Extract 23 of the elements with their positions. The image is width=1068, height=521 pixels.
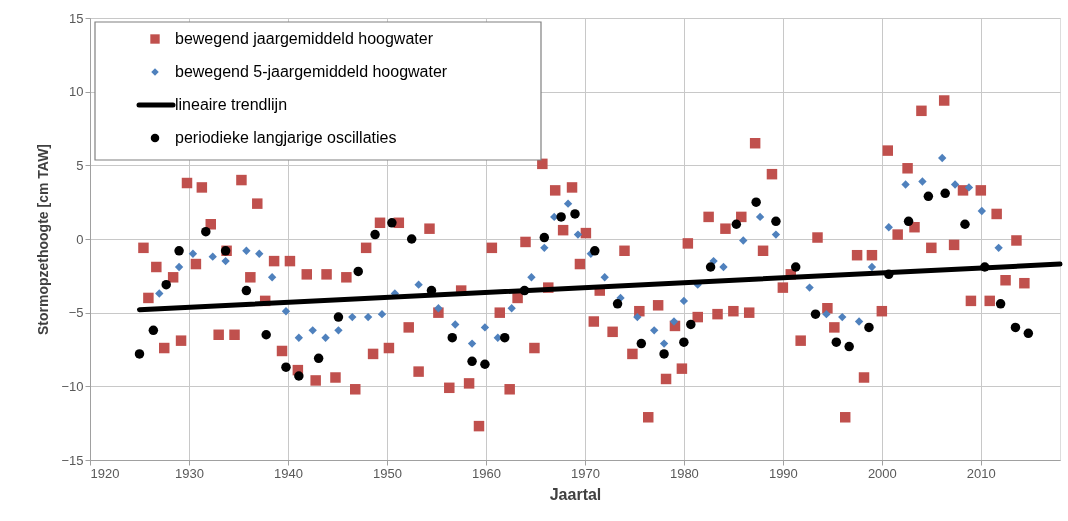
legend-label: lineaire trendlijn bbox=[175, 96, 288, 113]
y-tick-label: 5 bbox=[76, 157, 84, 173]
x-tick-label: 1970 bbox=[570, 465, 600, 481]
legend-label: periodieke langjarige oscillaties bbox=[175, 129, 397, 146]
x-axis-title: Jaartal bbox=[549, 485, 602, 503]
x-tick-label: 1980 bbox=[669, 465, 699, 481]
x-tick-label: 1940 bbox=[274, 465, 303, 481]
x-tick-label: 2010 bbox=[966, 465, 996, 481]
y-tick-label: −15 bbox=[61, 452, 84, 468]
x-tick-label: 1930 bbox=[175, 465, 204, 481]
legend-label: bewegend jaargemiddeld hoogwater bbox=[175, 30, 434, 47]
y-axis-title: Stormopzethoogte [cm TAW] bbox=[35, 143, 52, 336]
legend-label: bewegend 5-jaargemiddeld hoogwater bbox=[175, 63, 448, 80]
y-tick-label: 0 bbox=[76, 231, 84, 247]
y-tick-label: −10 bbox=[61, 378, 84, 394]
x-tick-label: 1920 bbox=[90, 465, 120, 481]
x-tick-label: 2000 bbox=[867, 465, 897, 481]
x-tick-label: 1950 bbox=[372, 465, 402, 481]
y-tick-label: −5 bbox=[68, 305, 84, 321]
y-tick-label: 10 bbox=[69, 84, 84, 100]
x-tick-label: 1990 bbox=[768, 465, 798, 481]
y-tick-label: 15 bbox=[69, 10, 84, 26]
x-tick-label: 1960 bbox=[471, 465, 501, 481]
